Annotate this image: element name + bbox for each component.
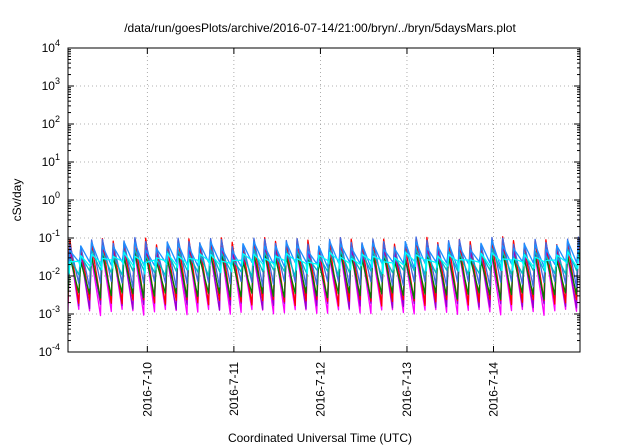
y-tick-label: 102 xyxy=(42,114,60,131)
x-tick-label: 2016-7-14 xyxy=(487,362,501,417)
series-line xyxy=(68,239,580,269)
y-tick-label: 101 xyxy=(42,152,60,169)
x-tick-label: 2016-7-11 xyxy=(227,362,241,416)
y-tick-label: 103 xyxy=(42,76,60,93)
y-tick-label: 10-3 xyxy=(39,304,60,321)
y-axis-label: cSv/day xyxy=(10,178,24,222)
x-tick-label: 2016-7-13 xyxy=(400,362,414,417)
x-tick-label: 2016-7-10 xyxy=(140,362,154,417)
y-tick-label: 10-1 xyxy=(39,228,60,245)
x-tick-label: 2016-7-12 xyxy=(313,362,327,417)
data-series xyxy=(68,236,580,317)
series-line xyxy=(68,251,580,275)
axis-ticks xyxy=(68,47,580,353)
y-tick-labels: 10-4 10-3 10-2 10-1 100 101 102 103 104 xyxy=(39,38,60,359)
y-tick-label: 100 xyxy=(42,190,60,207)
y-tick-label: 10-4 xyxy=(39,342,60,359)
chart-title: /data/run/goesPlots/archive/2016-07-14/2… xyxy=(124,21,516,35)
x-axis-label: Coordinated Universal Time (UTC) xyxy=(227,431,413,445)
x-tick-labels: 2016-7-10 2016-7-11 2016-7-12 2016-7-13 2016… xyxy=(140,362,500,417)
y-tick-label: 104 xyxy=(42,38,60,55)
y-tick-label: 10-2 xyxy=(39,266,60,283)
